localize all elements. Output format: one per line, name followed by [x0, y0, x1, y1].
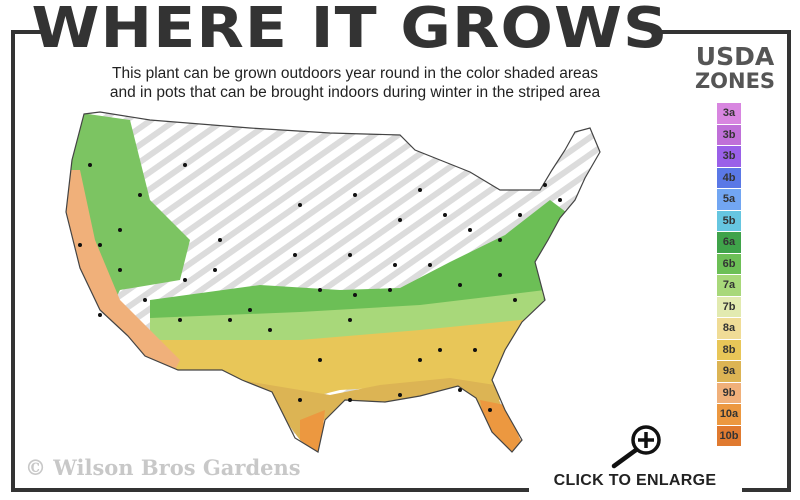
city-marker [353, 193, 357, 197]
legend-zone-8b: 8b [717, 339, 741, 360]
zone-region-gold [240, 378, 505, 440]
city-marker [443, 213, 447, 217]
city-marker [268, 328, 272, 332]
city-marker [418, 358, 422, 362]
legend-zone-6a: 6a [717, 232, 741, 253]
city-marker [543, 183, 547, 187]
click-to-enlarge-button[interactable]: CLICK TO ENLARGE [553, 472, 717, 489]
city-marker [88, 163, 92, 167]
city-marker [293, 253, 297, 257]
city-marker [98, 243, 102, 247]
city-marker [393, 263, 397, 267]
frame-top-right [655, 30, 791, 34]
legend-zone-3a: 3a [717, 103, 741, 124]
map-regions [66, 112, 600, 452]
city-marker [183, 163, 187, 167]
city-marker [558, 198, 562, 202]
city-marker [118, 228, 122, 232]
legend-zone-3b: 3b [717, 124, 741, 145]
legend-zone-10b: 10b [717, 425, 741, 446]
subtitle-line-1: This plant can be grown outdoors year ro… [112, 65, 598, 82]
subtitle-line-2: and in pots that can be brought indoors … [109, 84, 601, 101]
city-marker [398, 218, 402, 222]
city-marker [518, 213, 522, 217]
city-marker [318, 358, 322, 362]
zoom-in-magnifier-icon[interactable] [608, 422, 668, 470]
city-marker [118, 268, 122, 272]
city-marker [398, 393, 402, 397]
city-marker [228, 318, 232, 322]
legend-zone-7a: 7a [717, 275, 741, 296]
city-marker [458, 388, 462, 392]
city-marker [388, 288, 392, 292]
city-marker [458, 283, 462, 287]
zone-legend: 3a 3b 3b 4b 5a 5b 6a 6b 7a 7b 8a 8b 9a 9b 10a 10b [717, 103, 741, 447]
frame-right [787, 30, 791, 492]
city-marker [213, 268, 217, 272]
city-marker [318, 288, 322, 292]
city-marker [248, 308, 252, 312]
zone-region-lightgreen [150, 290, 545, 355]
page-title: WHERE IT GROWS [31, 0, 669, 61]
legend-zone-4b: 4b [717, 167, 741, 188]
frame-bottom-right [742, 488, 791, 492]
city-markers [78, 163, 562, 412]
city-marker [513, 298, 517, 302]
frame-top-left [11, 30, 44, 34]
city-marker [498, 273, 502, 277]
city-marker [348, 253, 352, 257]
watermark: © Wilson Bros Gardens [25, 455, 301, 480]
city-marker [468, 228, 472, 232]
legend-zone-9a: 9a [717, 361, 741, 382]
city-marker [78, 243, 82, 247]
city-marker [298, 203, 302, 207]
legend-zone-6b: 6b [717, 253, 741, 274]
frame-bottom-left [11, 488, 529, 492]
city-marker [473, 348, 477, 352]
legend-title: USDA ZONES [680, 44, 790, 94]
city-marker [418, 188, 422, 192]
city-marker [143, 298, 147, 302]
legend-zone-5a: 5a [717, 189, 741, 210]
city-marker [178, 318, 182, 322]
city-marker [438, 348, 442, 352]
city-marker [348, 318, 352, 322]
city-marker [298, 398, 302, 402]
legend-title-zones: ZONES [694, 69, 776, 93]
frame-left [11, 30, 15, 492]
city-marker [183, 278, 187, 282]
legend-zone-7b: 7b [717, 296, 741, 317]
legend-title-usda: USDA [695, 42, 775, 71]
city-marker [428, 263, 432, 267]
zone-region-orange-west [66, 170, 180, 380]
legend-zone-9b: 9b [717, 382, 741, 403]
legend-zone-3b: 3b [717, 146, 741, 167]
city-marker [218, 238, 222, 242]
city-marker [498, 238, 502, 242]
city-marker [138, 193, 142, 197]
city-marker [98, 313, 102, 317]
city-marker [353, 293, 357, 297]
city-marker [348, 398, 352, 402]
legend-zone-8a: 8a [717, 318, 741, 339]
legend-zone-10a: 10a [717, 404, 741, 425]
legend-zone-5b: 5b [717, 210, 741, 231]
city-marker [488, 408, 492, 412]
